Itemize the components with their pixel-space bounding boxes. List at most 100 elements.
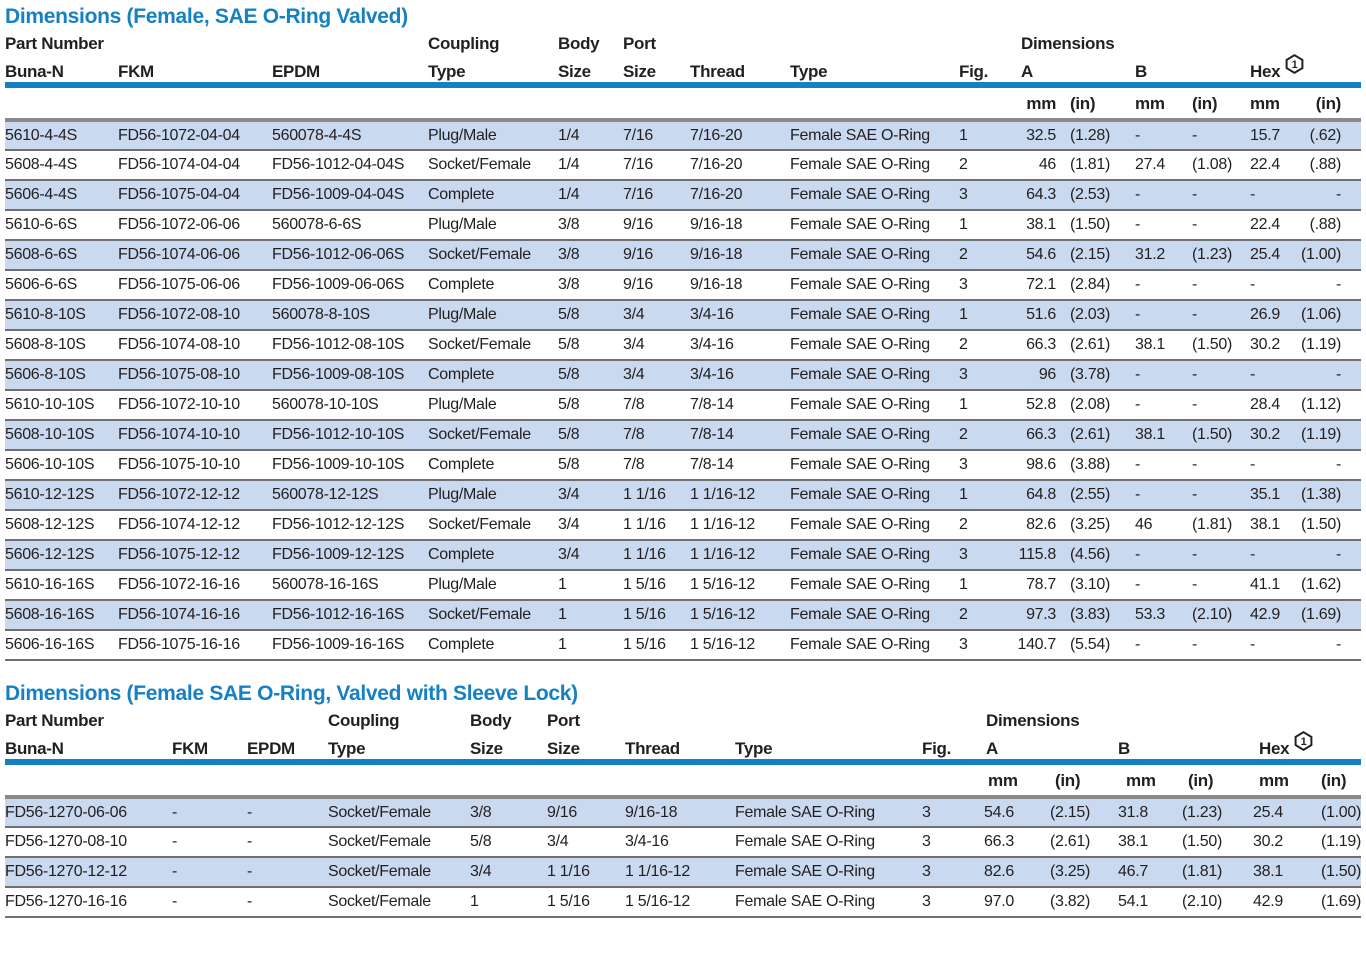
table-cell: Female SAE O-Ring	[790, 210, 956, 241]
table-cell: FD56-1012-16-16S	[272, 600, 429, 631]
table-cell: 72.1	[1013, 270, 1061, 301]
table-cell: FD56-1072-04-04	[118, 120, 272, 151]
table-cell: 30.2	[1234, 420, 1290, 451]
table-cell: 96	[1013, 360, 1061, 391]
table-row: 5608-6-6S FD56-1074-06-06 FD56-1012-06-06S…	[5, 240, 1362, 271]
table-cell: 52.8	[1013, 390, 1061, 421]
table-row: FD56-1270-06-06- - Socket/Female 3/8 9/16 9/1…	[5, 797, 1362, 828]
table-cell: FD56-1075-10-10	[118, 450, 272, 481]
table-cell: (2.10)	[1172, 600, 1235, 631]
table-cell: 1 5/16-12	[690, 630, 791, 661]
table-cell: 38.1	[1110, 827, 1171, 858]
table-cell: 41.1	[1234, 570, 1290, 601]
table-cell: 15.7	[1234, 120, 1290, 151]
table-cell: 9/16-18	[690, 270, 791, 301]
dimensions-table-sleeve-lock: Part Number Coupling Body Port Dimension…	[5, 710, 1362, 918]
table-cell: -	[1172, 570, 1235, 601]
table-cell: FD56-1012-10-10S	[272, 420, 429, 451]
table-cell: FD56-1270-08-10	[5, 827, 172, 858]
col-header-dimensions: Dimensions	[986, 711, 1080, 730]
table-cell: 3	[955, 630, 1014, 661]
table-cell: Plug/Male	[428, 390, 559, 421]
table-cell: Socket/Female	[428, 330, 559, 361]
col-header-port-size: Size	[547, 739, 580, 758]
table-row: 5610-10-10S FD56-1072-10-10 560078-10-10S P…	[5, 390, 1362, 421]
table-cell: 3	[955, 540, 1014, 571]
table-cell: 7/16-20	[690, 150, 791, 181]
table-cell: (3.25)	[1040, 857, 1111, 888]
table-cell: (1.19)	[1289, 330, 1362, 361]
units-a-mm: mm	[1013, 82, 1061, 122]
table-cell: 22.4	[1234, 150, 1290, 181]
col-header-fkm: FKM	[172, 739, 208, 758]
table-cell: 7/8-14	[690, 390, 791, 421]
table-row: FD56-1270-08-10- - Socket/Female 5/8 3/4 3/4-…	[5, 827, 1362, 858]
table-cell: Female SAE O-Ring	[735, 887, 921, 918]
table-cell: -	[1234, 360, 1290, 391]
table-row: 5606-16-16S FD56-1075-16-16 FD56-1009-16-1…	[5, 630, 1362, 661]
table-cell: 115.8	[1013, 540, 1061, 571]
table-cell: 64.3	[1013, 180, 1061, 211]
col-header-thread: Thread	[690, 62, 745, 81]
table-cell: Female SAE O-Ring	[735, 827, 921, 858]
table-cell: 46.7	[1110, 857, 1171, 888]
table-cell: Plug/Male	[428, 210, 559, 241]
table-cell: -	[172, 857, 247, 888]
table-cell: FD56-1072-12-12	[118, 480, 272, 511]
table-cell: -	[1172, 360, 1235, 391]
table-cell: Complete	[428, 450, 559, 481]
table-cell: 3/4	[623, 300, 691, 331]
table-cell: 5/8	[558, 450, 624, 481]
col-header-coupling: Coupling	[428, 34, 500, 53]
units-b-in: (in)	[1172, 82, 1235, 122]
col-header-body: Body	[470, 711, 512, 730]
table-cell: Socket/Female	[428, 510, 559, 541]
table-cell: 3/8	[470, 797, 548, 828]
table-cell: -	[1172, 390, 1235, 421]
col-header-dim-a: A	[1021, 62, 1033, 81]
table-cell: 5606-4-4S	[5, 180, 118, 211]
table-cell: 46	[1115, 510, 1173, 541]
units-a-in: (in)	[1040, 759, 1111, 799]
table-cell: 9/16	[623, 270, 691, 301]
col-header-dim-b: B	[1135, 62, 1147, 81]
col-header-fig: Fig.	[922, 739, 952, 758]
header-row-2: Buna-N FKM EPDM Type Size Size Thread Ty…	[5, 731, 1361, 762]
table-cell: (1.28)	[1060, 120, 1116, 151]
table-cell: Socket/Female	[328, 887, 471, 918]
table-cell: -	[1115, 180, 1173, 211]
table-cell: Complete	[428, 630, 559, 661]
hexagon-note-1-icon: 1	[1285, 54, 1304, 74]
table-cell: Female SAE O-Ring	[790, 270, 956, 301]
table-cell: 1 1/16	[547, 857, 626, 888]
table-cell: 1	[955, 300, 1014, 331]
table-cell: (1.19)	[1305, 827, 1362, 858]
table-cell: 9/16-18	[690, 210, 791, 241]
table-cell: 2	[955, 600, 1014, 631]
table-cell: (.88)	[1289, 150, 1362, 181]
table-cell: (1.08)	[1172, 150, 1235, 181]
table-cell: 27.4	[1115, 150, 1173, 181]
table-row: FD56-1270-16-16- - Socket/Female 1 1 5/16 1 5…	[5, 887, 1362, 918]
table-cell: 9/16	[623, 210, 691, 241]
col-header-part-number: Part Number	[5, 34, 104, 53]
table-cell: 38.1	[1115, 330, 1173, 361]
table-cell: 1 1/16	[623, 480, 691, 511]
table-cell: 3/8	[558, 270, 624, 301]
table-cell: 3/4	[558, 480, 624, 511]
table-row: 5608-8-10S FD56-1074-08-10 FD56-1012-08-10…	[5, 330, 1362, 361]
table-cell: -	[1234, 540, 1290, 571]
table-cell: Plug/Male	[428, 480, 559, 511]
table-cell: Socket/Female	[428, 240, 559, 271]
table-cell: 5606-12-12S	[5, 540, 118, 571]
svg-text:1: 1	[1292, 59, 1298, 71]
table-cell: FD56-1075-06-06	[118, 270, 272, 301]
table-cell: Female SAE O-Ring	[790, 420, 956, 451]
table-cell: 2	[955, 330, 1014, 361]
table-cell: 1	[955, 480, 1014, 511]
table-cell: Plug/Male	[428, 120, 559, 151]
col-header-coupling: Coupling	[328, 711, 400, 730]
table-cell: -	[172, 887, 247, 918]
table-cell: 28.4	[1234, 390, 1290, 421]
header-row-2: Buna-N FKM EPDM Type Size Size Thread Ty…	[5, 54, 1361, 85]
